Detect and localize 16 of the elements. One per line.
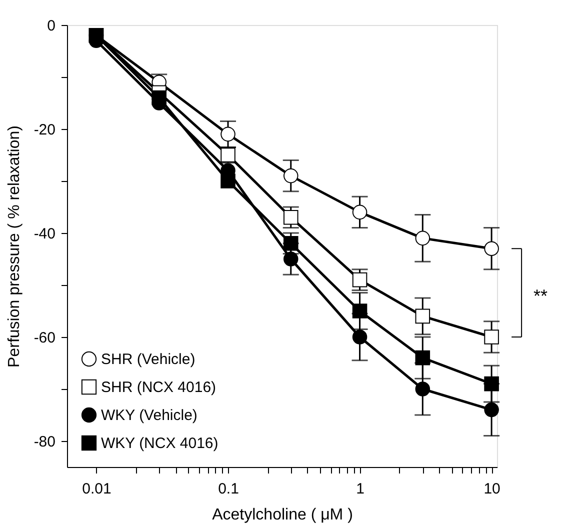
y-tick-label: -20 xyxy=(34,122,56,138)
y-tick-label: 0 xyxy=(47,18,56,34)
y-axis-title: Perfusion pressure ( % relaxation) xyxy=(6,126,23,368)
x-axis-title: Acetylcholine ( μM ) xyxy=(212,506,353,524)
text: ** xyxy=(534,286,548,306)
x-tick-label: 1 xyxy=(356,480,364,498)
y-tick-label: -60 xyxy=(34,330,56,346)
x-tick-label: 10 xyxy=(484,480,500,498)
legend-label: WKY (Vehicle) xyxy=(101,407,198,424)
legend-label: WKY (NCX 4016) xyxy=(101,435,218,452)
legend-label: SHR (Vehicle) xyxy=(101,351,196,368)
x-tick-label: 0.1 xyxy=(218,480,239,498)
legend-label: SHR (NCX 4016) xyxy=(101,379,216,396)
y-tick-label: -80 xyxy=(34,434,56,450)
x-tick-label: 0.01 xyxy=(82,480,112,498)
y-tick-label: -40 xyxy=(34,226,56,242)
